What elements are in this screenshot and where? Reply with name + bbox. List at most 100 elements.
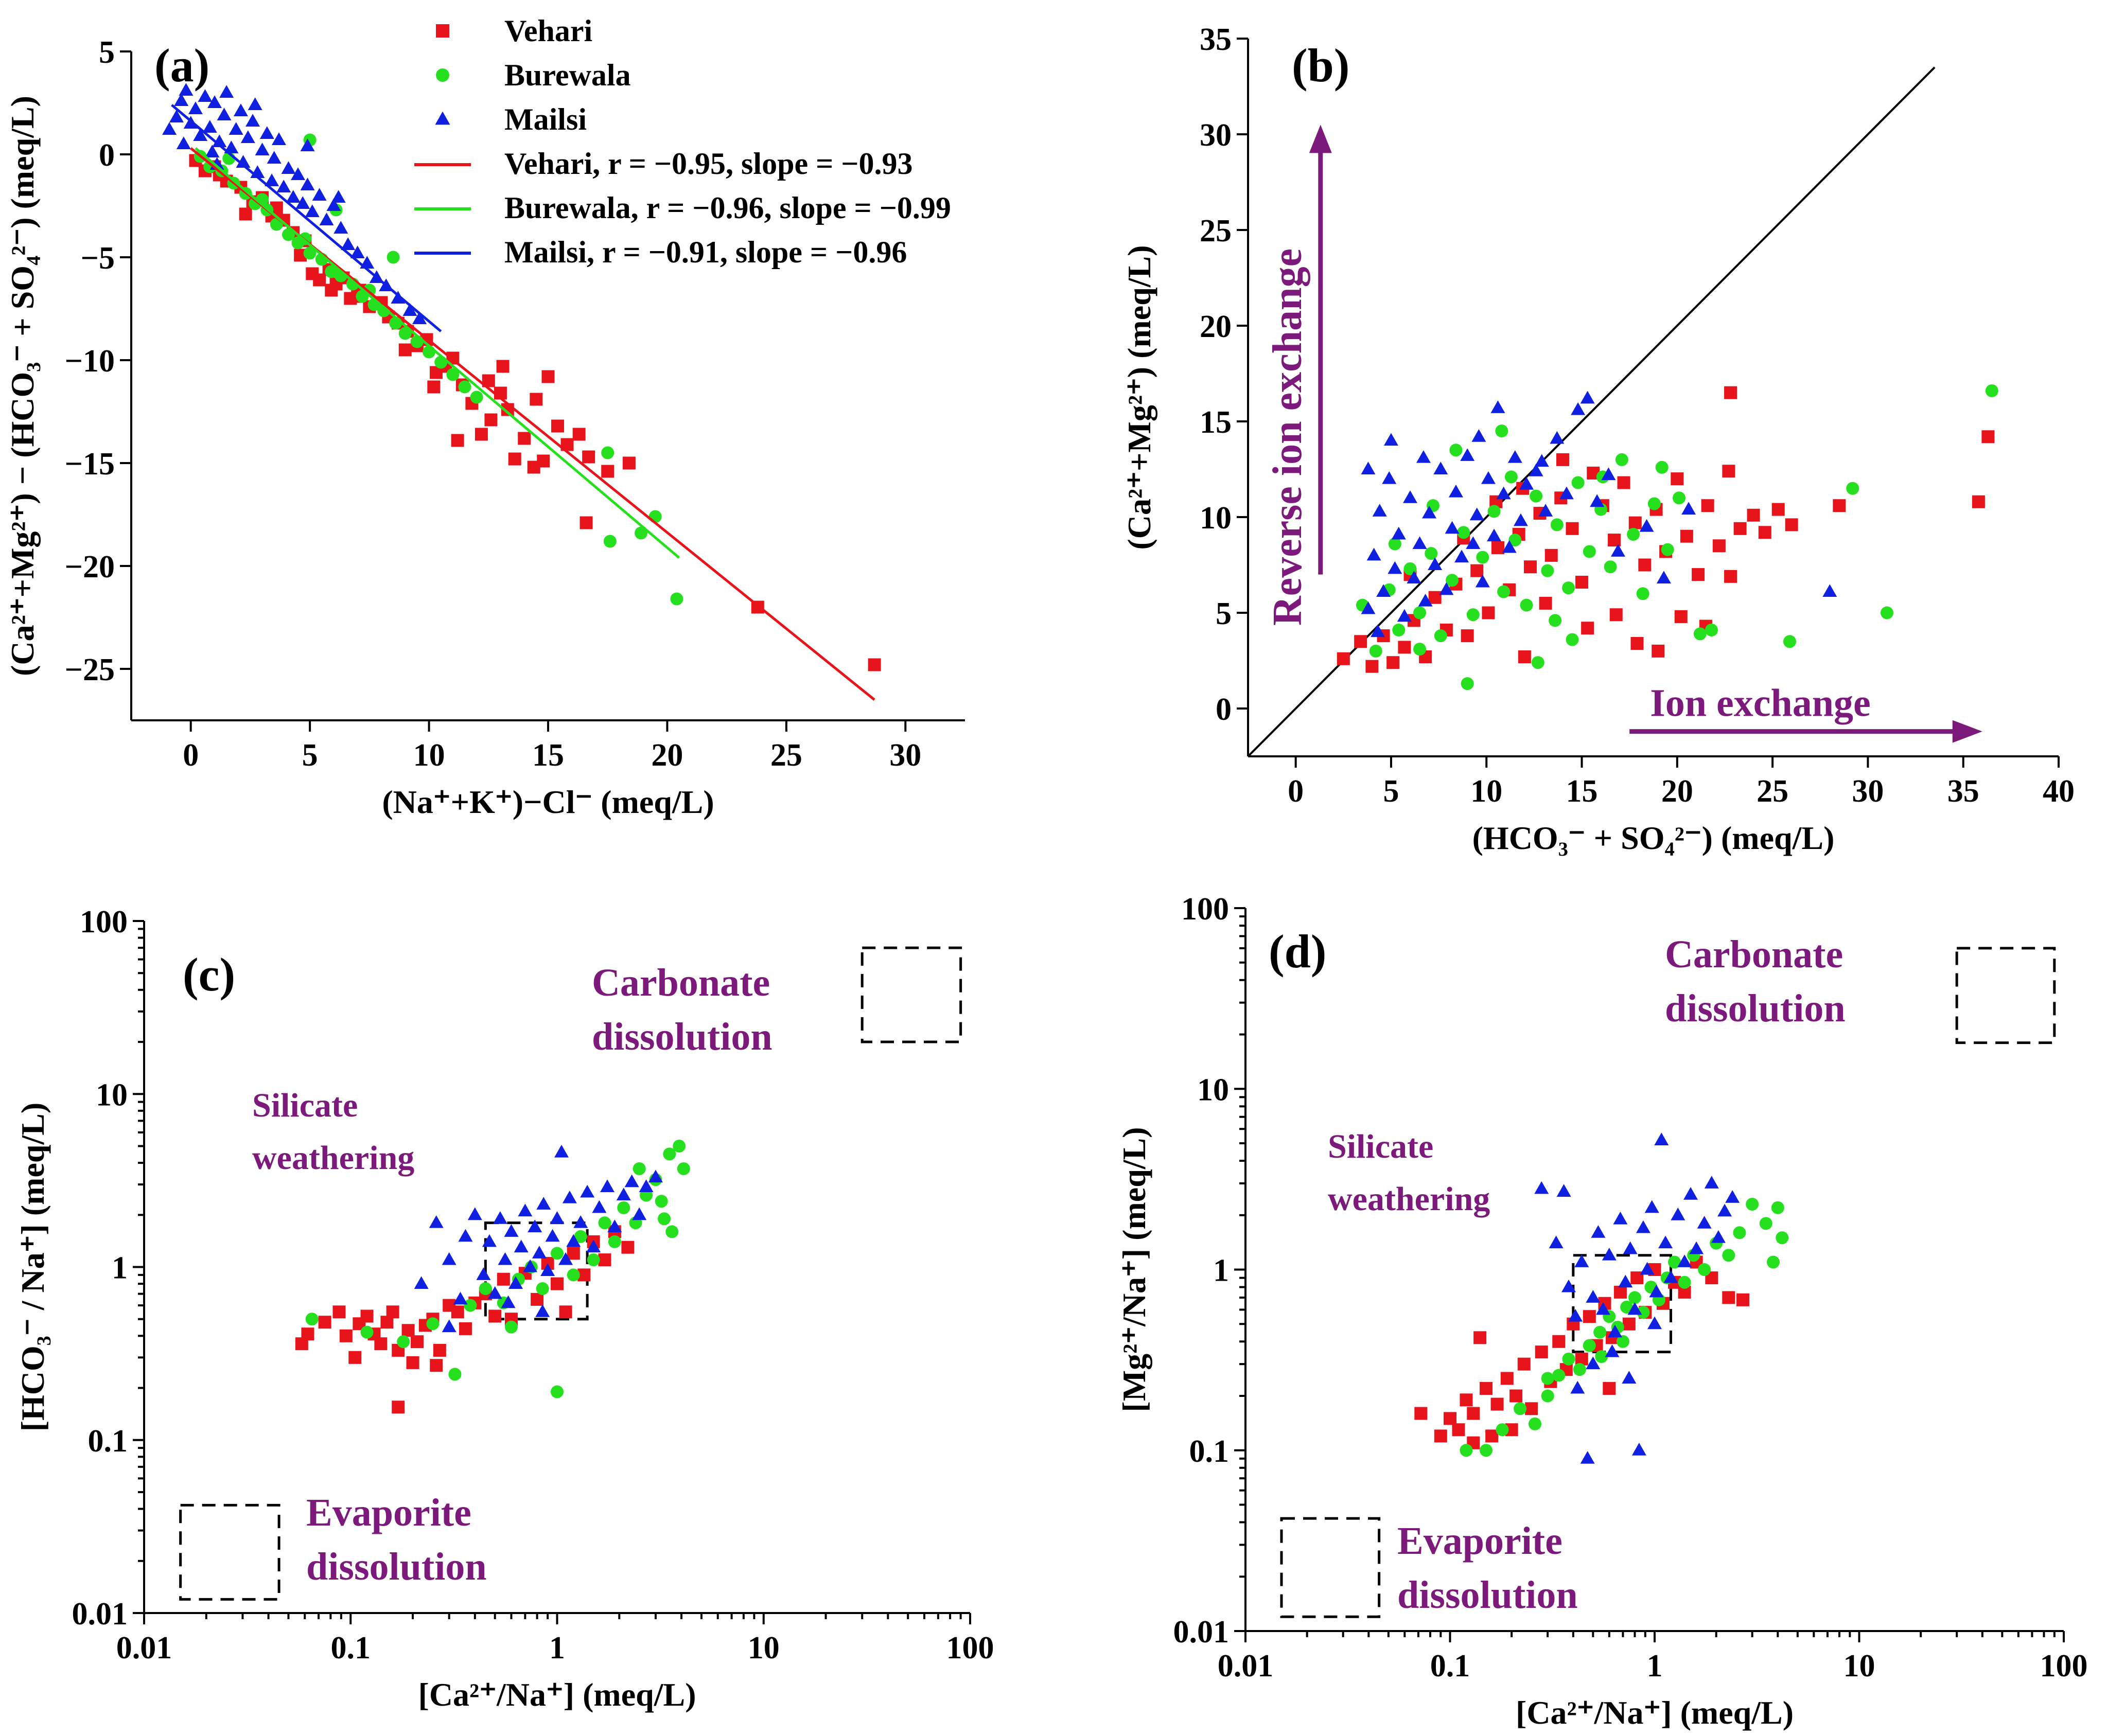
burewala-point [1497,585,1511,598]
mailsi-point [1397,609,1412,622]
x-tick-label: 0 [183,738,199,773]
vehari-point [1736,1293,1749,1306]
vehari-point [572,428,586,441]
mailsi-point [259,126,274,139]
mailsi-point [1513,513,1528,526]
vehari-point [1354,635,1367,648]
mailsi-point [592,1200,607,1213]
vehari-point [1461,629,1474,643]
vehari-point [1674,610,1688,623]
vehari-point [531,1292,544,1306]
burewala-point [1460,1444,1473,1457]
burewala-point [1549,614,1562,627]
burewala-point [1636,587,1649,600]
mailsi-point [1372,504,1387,517]
vehari-point [1386,656,1400,669]
mailsi-point [498,1252,513,1265]
x-axis-label: [Ca²⁺/Na⁺] (meq/L) [1516,1694,1794,1731]
x-tick-label: 15 [532,738,564,773]
vehari-point [1460,1393,1473,1407]
x-tick-label: 5 [1383,774,1399,809]
y-tick-label: 10 [1200,501,1232,536]
silicate-label-line1: Silicate [252,1087,358,1124]
mailsi-point [1571,402,1586,415]
legend-marker [436,24,449,38]
vehari-point [1692,568,1705,581]
mailsi-point [429,1215,444,1228]
burewala-point [1595,1350,1608,1363]
mailsi-point [1704,1176,1719,1189]
y-tick-label: −20 [65,550,115,584]
mailsi-point [493,1211,507,1224]
y-axis-label: [HCO₃⁻ / Na⁺] (meq/L) [14,1103,51,1432]
burewala-point [574,1230,587,1243]
carbonate-label-line1: Carbonate [592,961,770,1004]
burewala-point [464,1299,477,1312]
vehari-point [622,456,636,470]
burewala-point [1496,1423,1509,1437]
burewala-point [1520,598,1533,612]
vehari-point [1724,570,1737,583]
vehari-point [1525,1402,1538,1415]
carbonate-region-box [1955,947,2056,1044]
mailsi-point [1595,1302,1610,1315]
burewala-point [648,510,662,523]
x-tick-label: 20 [1661,774,1693,809]
reverse-ion-exchange-label: Reverse ion exchange [1265,249,1310,626]
vehari-point [1365,660,1379,673]
mailsi-point [1361,462,1376,474]
burewala-point [1985,384,1998,397]
mailsi-point [535,1304,550,1317]
burewala-point [398,327,412,340]
y-tick-label: 15 [1200,405,1232,440]
vehari-point [580,516,593,529]
burewala-point [1392,623,1406,636]
burewala-point [1593,1325,1607,1339]
burewala-point [1880,606,1893,619]
mailsi-point [312,188,327,201]
vehari-point [1485,1429,1499,1443]
panel-label: (b) [1292,39,1349,92]
vehari-point [1491,541,1504,555]
mailsi-point [1534,454,1549,467]
burewala-point [1425,547,1438,560]
mailsi-point [600,1179,615,1192]
x-tick-label: 0.01 [116,1631,172,1666]
vehari-point [541,370,555,383]
ion-exchange-label: Ion exchange [1650,682,1871,725]
burewala-point [1678,1276,1691,1289]
vehari-point [1680,529,1693,543]
mailsi-point [217,108,232,120]
mailsi-point [233,103,248,116]
y-tick-label: 0.1 [88,1424,128,1459]
vehari-point [1575,575,1589,589]
burewala-point [1661,543,1674,556]
mailsi-point [624,1174,639,1188]
burewala-point [1528,1417,1541,1430]
burewala-point [1495,424,1508,438]
reverse-ion-exchange-arrow-head [1309,125,1332,153]
mailsi-point [1677,1254,1692,1267]
vehari-point [411,1335,424,1349]
mailsi-point [1586,1356,1601,1370]
mailsi-point [1568,1308,1583,1322]
mailsi-point [1529,463,1543,476]
vehari-point [475,428,488,441]
mailsi-point [1639,519,1654,532]
mailsi-point [1586,1290,1601,1303]
vehari-point [1518,650,1531,664]
mailsi-point [1711,1230,1726,1243]
burewala-point [1449,444,1463,457]
vehari-point [567,1247,580,1260]
y-axis-label: [Mg²⁺/Na⁺] (meq/L) [1116,1127,1152,1412]
mailsi-point [458,1229,473,1242]
vehari-point [1712,539,1726,553]
mailsi-point [188,101,203,114]
legend-entry: Mailsi, r = −0.91, slope = −0.96 [504,235,907,269]
burewala-point [587,1253,600,1267]
burewala-point [663,1147,676,1161]
burewala-point [504,1320,518,1334]
burewala-point [1466,608,1480,622]
mailsi-point [1663,1270,1678,1283]
vehari-point [1981,430,1995,444]
